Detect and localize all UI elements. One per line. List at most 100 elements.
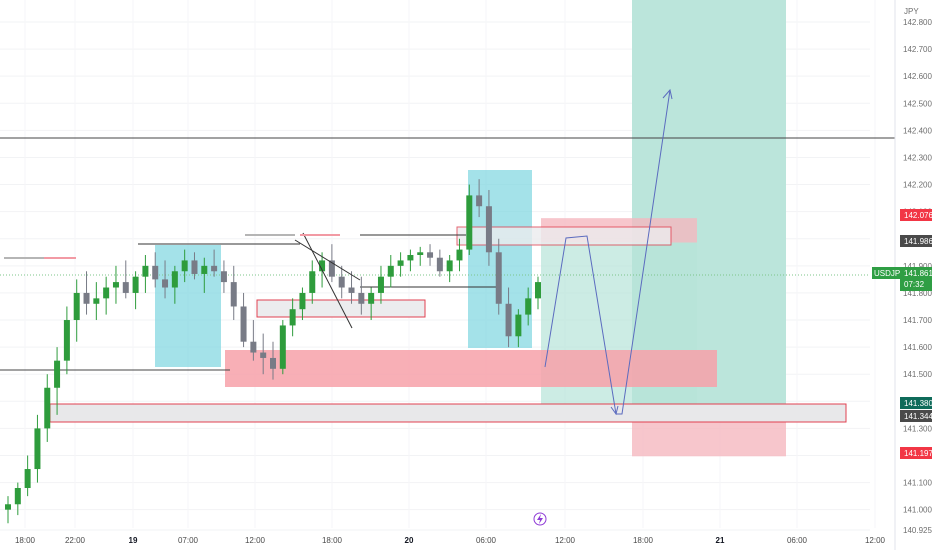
time-tick-label: 06:00 xyxy=(787,536,808,545)
price-axis[interactable]: 142.800 142.700 142.600 142.500 142.400 142.3… xyxy=(894,0,932,550)
price-badge-label: 142.076 xyxy=(904,211,932,220)
price-badge xyxy=(900,235,932,247)
candle-body xyxy=(211,265,218,272)
price-tick-label: 142.700 xyxy=(903,45,932,54)
long-stop-zone xyxy=(632,416,786,457)
symbol-badge xyxy=(872,267,900,279)
candle-body xyxy=(338,276,345,288)
candle-body xyxy=(44,387,51,429)
price-badges: 142.076 141.986 141.380 141.344 141.197 USDJP… xyxy=(872,209,932,459)
price-badge xyxy=(900,410,932,422)
candle-body xyxy=(505,303,512,337)
time-tick-label: 18:00 xyxy=(15,536,36,545)
candle-body xyxy=(466,195,473,250)
trend-line-1 xyxy=(302,232,353,329)
candle-body xyxy=(525,298,532,315)
candle-body xyxy=(270,357,276,369)
candle-body xyxy=(436,257,443,272)
time-tick-label: 18:00 xyxy=(322,536,343,545)
candle-body xyxy=(34,428,41,470)
time-tick-label: 20 xyxy=(405,536,414,545)
price-tick-label: 141.000 xyxy=(903,506,932,515)
arrow-head-down xyxy=(610,405,619,416)
candle-body xyxy=(230,282,237,307)
time-axis[interactable]: 18:00 22:00 19 07:00 12:00 18:00 20 06:00 12:00 1… xyxy=(15,536,886,545)
candle-body xyxy=(397,260,404,266)
time-tick-label: 22:00 xyxy=(65,536,86,545)
mid-zone xyxy=(256,299,426,318)
candle-body xyxy=(63,320,70,361)
time-tick-label: 12:00 xyxy=(245,536,266,545)
price-badge-label: 141.380 xyxy=(904,399,932,408)
candle-body xyxy=(73,292,80,321)
candle-body xyxy=(142,265,149,277)
candle-body xyxy=(181,260,188,272)
price-tick-label: 141.500 xyxy=(903,370,932,379)
candle-body xyxy=(407,255,414,261)
price-tick-label: 142.400 xyxy=(903,126,932,135)
price-tick-label: 141.100 xyxy=(903,479,932,488)
lightning-icon[interactable] xyxy=(533,512,547,526)
candle-body xyxy=(299,292,306,310)
price-tick-label: 141.900 xyxy=(903,262,932,271)
trade-path xyxy=(544,89,671,415)
candle-body xyxy=(456,249,463,261)
current-price: 141.861 xyxy=(904,269,932,278)
time-tick-label: 18:00 xyxy=(633,536,654,545)
time-tick-label: 07:00 xyxy=(178,536,199,545)
current-price-badge xyxy=(900,267,932,291)
candle-body xyxy=(377,276,384,293)
candle-body xyxy=(368,292,375,304)
time-tick-label: 21 xyxy=(716,536,725,545)
candle-body xyxy=(309,271,316,293)
highlight-zone-1 xyxy=(155,245,221,367)
candle-body xyxy=(171,271,178,288)
symbol-name: USDJPY xyxy=(874,269,906,278)
candle-body xyxy=(476,195,483,207)
candle-series[interactable] xyxy=(5,179,541,524)
candle-body xyxy=(289,309,296,326)
time-tick-label: 06:00 xyxy=(476,536,497,545)
time-tick-label: 19 xyxy=(129,536,138,545)
price-badge-label: 141.344 xyxy=(904,412,932,421)
demand-zone xyxy=(49,403,847,423)
price-tick-label: 140.925 xyxy=(903,526,932,535)
chart-zones xyxy=(0,0,895,457)
candle-body xyxy=(240,306,247,342)
candle-body xyxy=(515,314,522,337)
candle-body xyxy=(485,206,492,253)
price-badge xyxy=(900,447,932,459)
candle-body xyxy=(24,469,31,489)
candle-body xyxy=(417,252,424,256)
candle-body xyxy=(446,260,453,272)
candle-body xyxy=(14,488,21,505)
price-tick-label: 141.700 xyxy=(903,316,932,325)
candle-body xyxy=(132,276,139,293)
candle-body xyxy=(152,265,159,280)
countdown: 07:32 xyxy=(904,280,925,289)
candle-body xyxy=(260,352,267,358)
candle-body xyxy=(122,282,129,293)
price-tick-label: 141.600 xyxy=(903,343,932,352)
price-tick-label: 142.800 xyxy=(903,18,932,27)
price-tick-label: 141.800 xyxy=(903,289,932,298)
candle-body xyxy=(319,260,326,272)
price-tick-label: 142.600 xyxy=(903,72,932,81)
price-tick-label: 142.500 xyxy=(903,99,932,108)
supply-zone xyxy=(225,350,717,387)
candle-body xyxy=(328,260,335,277)
candle-body xyxy=(387,265,394,277)
candle-body xyxy=(103,287,110,299)
candle-body xyxy=(54,360,61,388)
top-zone xyxy=(456,226,672,246)
chart-drawings[interactable] xyxy=(4,88,673,416)
time-tick-label: 12:00 xyxy=(555,536,576,545)
candle-body xyxy=(83,292,90,304)
arrow-head-up xyxy=(662,88,673,100)
price-tick-label: 142.200 xyxy=(903,181,932,190)
price-badge-label: 141.986 xyxy=(904,237,932,246)
candle-body xyxy=(201,265,208,274)
candle-body xyxy=(495,252,502,304)
candle-body xyxy=(191,260,198,274)
